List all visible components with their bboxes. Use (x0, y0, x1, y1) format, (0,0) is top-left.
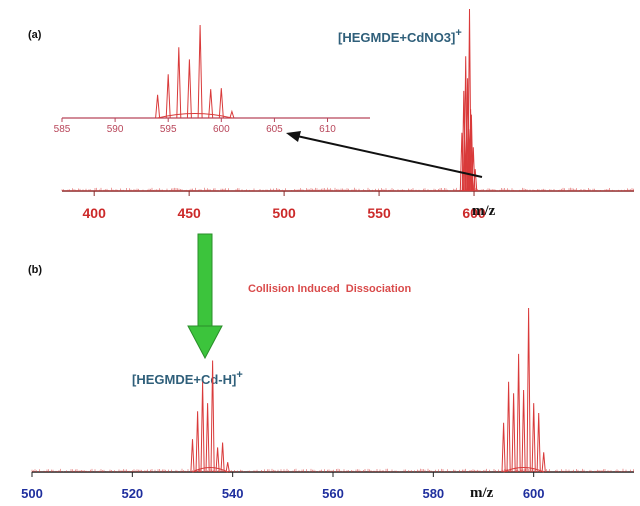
xlabel-a: m/z (472, 203, 496, 219)
baseline-noise-a (61, 187, 634, 191)
tick-label-b: 540 (222, 486, 244, 501)
tick-label-b: 520 (121, 486, 143, 501)
tick-label-inset: 605 (266, 124, 283, 135)
peak-b (215, 447, 220, 473)
cluster-envelope-b (192, 467, 228, 473)
zoom-arrow-head (286, 131, 301, 142)
peak-b (526, 307, 531, 473)
peak-inset (186, 59, 192, 119)
inset-isotope-pattern: 585 590 595 600 605 610 (54, 24, 370, 135)
peak-b (511, 393, 516, 473)
peaks-b (190, 307, 546, 473)
tick-label-a: 500 (272, 205, 296, 221)
peak-b (195, 411, 200, 473)
zoom-arrow-shaft (296, 135, 483, 178)
noise-trace-a (61, 187, 634, 191)
peak-inset (218, 88, 224, 119)
peak-b (220, 442, 225, 473)
cluster-envelope-b (503, 467, 544, 473)
peak-a (473, 169, 478, 192)
peak-b (205, 403, 210, 473)
tick-label-a: 400 (83, 205, 107, 221)
peak-b (210, 360, 215, 473)
peak-inset (208, 89, 214, 119)
peak-b (190, 439, 195, 473)
baseline-noise-b (31, 468, 634, 472)
tick-label-b: 560 (322, 486, 344, 501)
spectrum-panel-a: (a) [HEGMDE+CdNO3]+ 400 450 500 550 600 m/z (28, 8, 634, 221)
tick-label-b: 580 (422, 486, 444, 501)
tick-label-b: 600 (523, 486, 545, 501)
tick-label-inset: 595 (160, 124, 177, 135)
ion-label-cd-h: [HEGMDE+Cd-H]+ (132, 369, 243, 387)
tick-label-inset: 585 (54, 124, 71, 135)
panel-b-label: (b) (28, 264, 42, 276)
peak-b (516, 353, 521, 473)
peak-b (200, 381, 205, 473)
peak-b (521, 389, 526, 473)
panel-a-label: (a) (28, 29, 42, 41)
peaks-a (459, 8, 478, 192)
tick-label-a: 450 (177, 205, 201, 221)
peak-inset (229, 109, 235, 119)
ticks-inset: 585 590 595 600 605 610 (54, 118, 336, 135)
xlabel-b: m/z (470, 485, 494, 501)
ticks-a: 400 450 500 550 600 (83, 191, 486, 221)
cid-arrow (187, 233, 223, 360)
tick-label-b: 500 (21, 486, 43, 501)
tick-label-inset: 590 (107, 124, 124, 135)
peak-b (536, 412, 541, 473)
peak-inset (155, 94, 161, 119)
peaks-inset (155, 24, 235, 119)
peak-b (541, 452, 546, 473)
peak-inset (197, 24, 203, 119)
spectrum-panel-b: (b) Collision Induced Dissociation [HEGM… (21, 264, 634, 501)
tick-label-a: 550 (367, 205, 391, 221)
ticks-b: 500 520 540 560 580 600 (21, 472, 545, 501)
peak-inset (165, 74, 171, 119)
peak-b (506, 381, 511, 473)
ion-label-cdno3: [HEGMDE+CdNO3]+ (338, 27, 462, 45)
tick-label-inset: 610 (319, 124, 336, 135)
tick-label-inset: 600 (213, 124, 230, 135)
peak-b (531, 403, 536, 473)
noise-trace-b (31, 468, 634, 472)
peak-b (225, 462, 230, 473)
cid-arrow-shaft (197, 233, 213, 327)
zoom-arrow (286, 131, 483, 178)
tick-label-a: 600 (462, 205, 486, 221)
peak-inset (176, 47, 182, 119)
peak-b (501, 422, 506, 473)
cid-arrow-head (187, 325, 223, 360)
peak-a (468, 109, 473, 192)
cluster-envelope-inset (157, 113, 233, 119)
cid-label: Collision Induced Dissociation (248, 283, 411, 295)
